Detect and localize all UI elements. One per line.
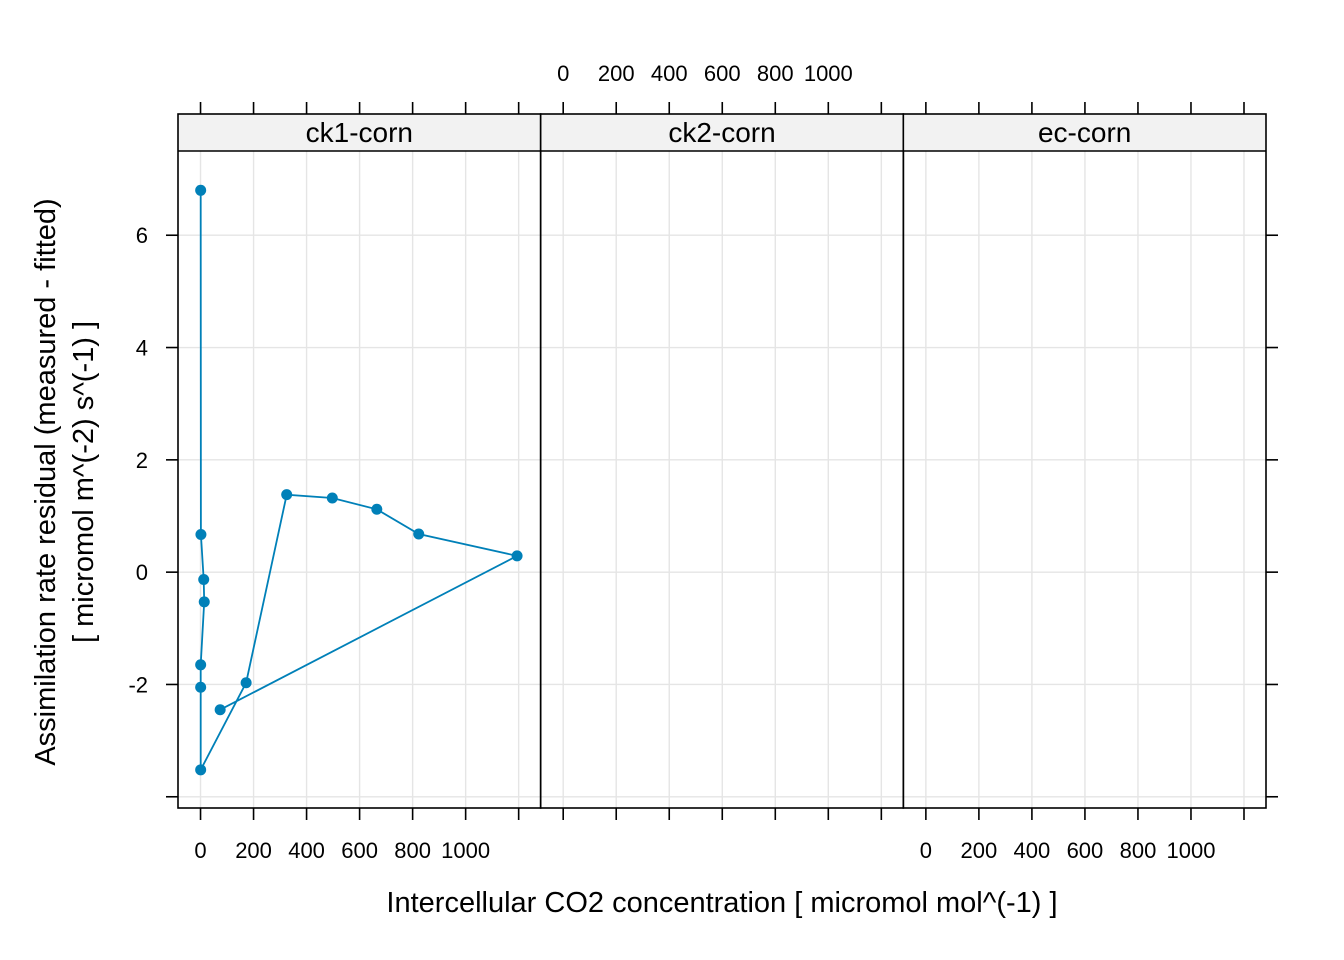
x-tick-label-top: 600: [704, 61, 741, 86]
x-tick-label-bottom: 600: [1067, 838, 1104, 863]
y-tick-label: 6: [136, 223, 148, 248]
data-point-ck1-corn: [371, 503, 383, 515]
x-tick-label-top: 800: [757, 61, 794, 86]
grid-layer: [178, 151, 1266, 808]
data-point-ck1-corn: [511, 550, 523, 562]
data-point-ck1-corn: [413, 528, 425, 540]
y-tick-label: 4: [136, 336, 148, 361]
data-point-ck1-corn: [326, 492, 338, 504]
x-tick-label-bottom: 1000: [441, 838, 490, 863]
y-tick-label: 0: [136, 560, 148, 585]
x-tick-label-bottom: 600: [341, 838, 378, 863]
y-tick-label: -2: [128, 672, 148, 697]
x-tick-label-top: 400: [651, 61, 688, 86]
strip-background-ck2-corn: [540, 114, 904, 151]
x-tick-label-bottom: 200: [235, 838, 272, 863]
x-tick-label-bottom: 800: [394, 838, 431, 863]
data-point-ck1-corn: [198, 573, 210, 585]
y-axis-title-line-2: [ micromol m^(-2) s^(-1) ]: [68, 321, 100, 643]
strip-background-ck1-corn: [178, 114, 541, 151]
y-tick-label: 2: [136, 448, 148, 473]
data-point-ck1-corn: [240, 677, 252, 689]
x-tick-label-bottom: 0: [194, 838, 206, 863]
x-tick-label-bottom: 800: [1120, 838, 1157, 863]
x-axis-title: Intercellular CO2 concentration [ microm…: [386, 887, 1057, 919]
x-tick-label-bottom: 200: [961, 838, 998, 863]
y-axis-title-line-1: Assimilation rate residual (measured - f…: [30, 198, 62, 765]
data-point-ck1-corn: [198, 596, 210, 608]
series-layer: [195, 184, 523, 776]
x-tick-label-bottom: 0: [920, 838, 932, 863]
strip-background-ec-corn: [903, 114, 1266, 151]
data-point-ck1-corn: [195, 529, 207, 541]
strip-label-ec-corn: ec-corn: [1038, 117, 1131, 148]
x-tick-label-top: 1000: [804, 61, 853, 86]
data-point-ck1-corn: [195, 764, 207, 776]
data-point-ck1-corn: [195, 681, 207, 693]
x-tick-label-top: 200: [598, 61, 635, 86]
frame-layer: ck1-corn ck2-corn ec-corn: [177, 113, 1267, 809]
x-tick-label-bottom: 400: [1014, 838, 1051, 863]
strip-label-ck1-corn: ck1-corn: [306, 117, 413, 148]
data-point-ck1-corn: [214, 704, 226, 716]
strip-label-ck2-corn: ck2-corn: [668, 117, 775, 148]
x-tick-label-top: 0: [557, 61, 569, 86]
data-point-ck1-corn: [195, 184, 207, 196]
x-tick-label-bottom: 1000: [1166, 838, 1215, 863]
x-tick-label-bottom: 400: [288, 838, 325, 863]
data-point-ck1-corn: [195, 659, 207, 671]
data-point-ck1-corn: [281, 489, 293, 501]
